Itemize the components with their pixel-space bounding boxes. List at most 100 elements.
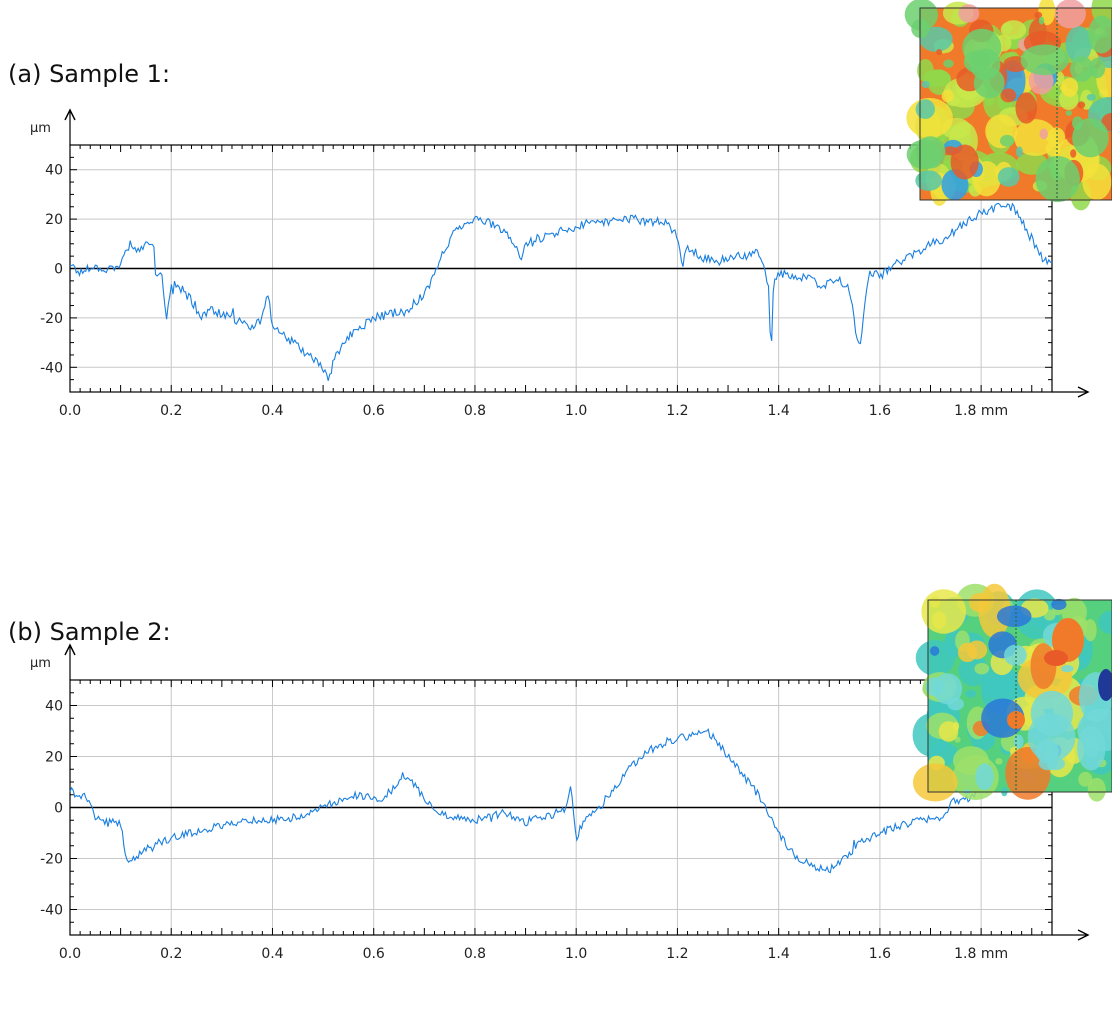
inset-blob xyxy=(1020,44,1069,76)
inset-blob xyxy=(1089,57,1106,79)
x-axis-arrow xyxy=(1077,929,1090,941)
inset-blob xyxy=(1044,650,1068,666)
x-tick-label: 1.2 xyxy=(666,946,688,962)
inset-blob xyxy=(929,646,940,656)
inset-blob xyxy=(1051,598,1067,611)
x-tick-label: 0.4 xyxy=(261,403,283,419)
inset-blob xyxy=(966,640,988,660)
panel-b-label: (b) Sample 2: xyxy=(8,618,171,646)
inset-blob xyxy=(1087,777,1106,802)
inset-blob xyxy=(1088,15,1112,54)
inset-blob xyxy=(1013,734,1024,749)
inset-blob xyxy=(911,19,930,39)
y-tick-label: -20 xyxy=(40,852,63,868)
x-tick-label: 0.4 xyxy=(261,946,283,962)
x-axis-arrow xyxy=(1077,386,1090,398)
inset-blob xyxy=(950,144,979,180)
x-tick-label: 1.8 mm xyxy=(954,403,1008,419)
inset-blob xyxy=(1061,77,1079,97)
inset-blob xyxy=(1035,739,1059,764)
x-tick-label: 0.8 xyxy=(464,403,486,419)
inset-blob xyxy=(1098,610,1112,635)
inset-blob xyxy=(1083,736,1100,758)
inset-blob xyxy=(952,721,960,731)
inset-blob xyxy=(978,583,1011,638)
inset-blob xyxy=(1086,93,1096,101)
x-tick-label: 0.6 xyxy=(363,403,385,419)
inset-blob xyxy=(1000,20,1027,40)
y-unit-label: µm xyxy=(30,656,51,671)
inset-blob xyxy=(1015,146,1023,158)
inset-blob xyxy=(1079,653,1090,666)
inset-blob xyxy=(941,89,954,103)
inset-blob xyxy=(915,99,935,119)
x-tick-label: 0.8 xyxy=(464,946,486,962)
x-tick-label: 0.0 xyxy=(59,403,81,419)
inset-blob xyxy=(925,677,944,697)
y-tick-label: 0 xyxy=(54,801,63,817)
inset-blob xyxy=(965,689,977,698)
x-tick-label: 1.8 mm xyxy=(954,946,1008,962)
inset-blob xyxy=(1035,156,1080,203)
inset-blob xyxy=(1038,16,1045,25)
x-tick-label: 1.0 xyxy=(565,946,587,962)
y-tick-label: -40 xyxy=(40,360,63,376)
inset-blob xyxy=(915,136,946,169)
inset-blob xyxy=(943,59,954,68)
height-map-inset xyxy=(904,0,1112,211)
inset-blob xyxy=(915,170,942,191)
inset-border xyxy=(919,7,1112,201)
inset-blob xyxy=(1039,128,1048,140)
inset-blob xyxy=(989,71,995,78)
inset-blob xyxy=(921,80,930,89)
inset-blob xyxy=(975,763,994,791)
inset-blob xyxy=(974,662,990,675)
inset-blob xyxy=(963,50,991,74)
profile-chart-a: 0.0 0.2 0.4 0.6 0.8 1.0 1.2 1.4 1.6 1.8 mm 40 20 0 -2… xyxy=(30,0,1112,419)
inset-blob xyxy=(1030,690,1074,736)
inset-blob xyxy=(1070,149,1077,158)
x-tick-label: 1.0 xyxy=(565,403,587,419)
inset-blob xyxy=(995,758,1003,765)
inset-blob xyxy=(1045,140,1062,157)
y-unit-label: µm xyxy=(30,121,51,136)
profile-chart-b: 0.0 0.2 0.4 0.6 0.8 1.0 1.2 1.4 1.6 1.8 mm 40 20 0 -2… xyxy=(30,583,1112,962)
inset-blob xyxy=(929,596,941,608)
x-tick-label: 0.2 xyxy=(160,946,182,962)
inset-blob xyxy=(1054,0,1086,29)
y-tick-label: 0 xyxy=(54,262,63,278)
x-tick-label: 1.4 xyxy=(768,403,790,419)
inset-blob xyxy=(1060,665,1074,673)
y-tick-label: -40 xyxy=(40,903,63,919)
inset-blob xyxy=(1072,118,1109,158)
inset-blob xyxy=(917,58,934,82)
height-map-inset xyxy=(912,583,1112,802)
inset-blob xyxy=(997,167,1020,187)
inset-blob xyxy=(1065,26,1092,63)
inset-blob xyxy=(1030,643,1057,690)
inset-blob xyxy=(1028,18,1047,48)
inset-blob xyxy=(932,611,947,630)
inset-blob xyxy=(1000,88,1017,103)
y-tick-label: 20 xyxy=(45,212,63,228)
inset-blob xyxy=(947,697,964,711)
x-tick-label: 1.4 xyxy=(768,946,790,962)
inset-blob xyxy=(1004,644,1027,666)
profile-line xyxy=(69,728,1053,874)
inset-blob xyxy=(999,134,1015,147)
inset-blob xyxy=(1015,92,1037,124)
x-tick-label: 0.0 xyxy=(59,946,81,962)
x-tick-label: 1.6 xyxy=(869,403,891,419)
inset-blob xyxy=(915,639,956,676)
y-tick-label: 40 xyxy=(45,163,63,179)
inset-blob xyxy=(1078,771,1093,787)
inset-border xyxy=(927,599,1112,793)
inset-blob xyxy=(958,4,980,23)
x-tick-label: 0.2 xyxy=(160,403,182,419)
panel-a-label: (a) Sample 1: xyxy=(8,60,171,88)
inset-blob xyxy=(1065,110,1073,116)
y-axis-arrow xyxy=(64,108,76,121)
inset-blob xyxy=(980,677,995,698)
profile-line xyxy=(69,202,1053,381)
y-tick-label: 20 xyxy=(45,750,63,766)
